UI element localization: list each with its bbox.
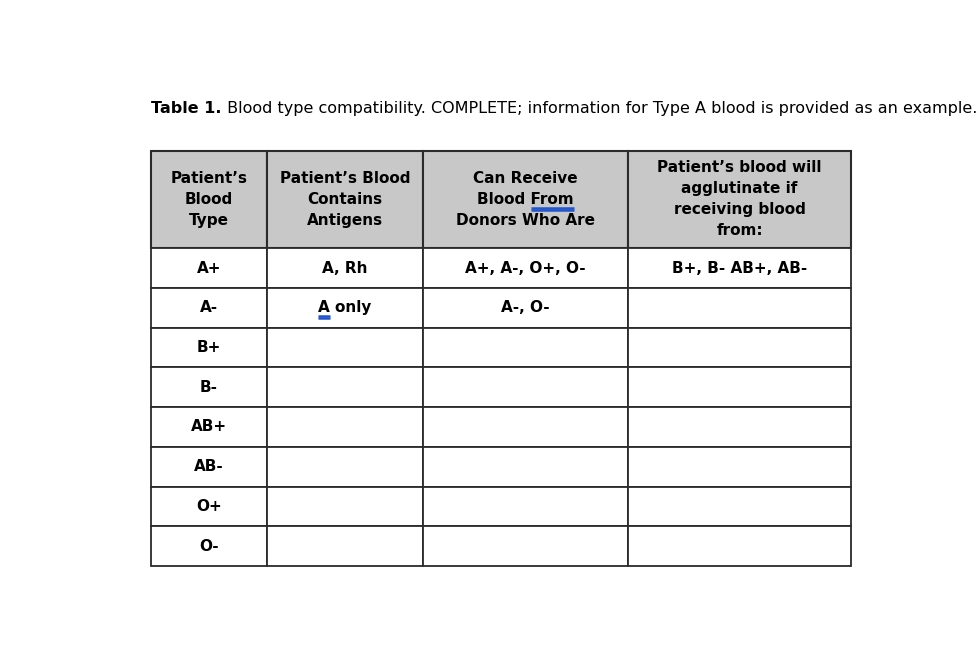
- Bar: [627, 447, 851, 487]
- Bar: [423, 447, 627, 487]
- Text: A only: A only: [318, 300, 371, 315]
- Text: O-: O-: [198, 539, 219, 554]
- Bar: [267, 367, 423, 407]
- Bar: [423, 487, 627, 526]
- Bar: [627, 328, 851, 367]
- Text: Can Receive
Blood From
Donors Who Are: Can Receive Blood From Donors Who Are: [455, 171, 594, 228]
- Bar: [150, 151, 267, 248]
- Bar: [150, 526, 267, 566]
- Bar: [267, 288, 423, 328]
- Bar: [150, 487, 267, 526]
- Text: A, Rh: A, Rh: [321, 261, 367, 276]
- Bar: [627, 487, 851, 526]
- Bar: [627, 367, 851, 407]
- Text: O+: O+: [195, 499, 222, 514]
- Text: B-: B-: [199, 380, 218, 395]
- Bar: [267, 487, 423, 526]
- Bar: [150, 248, 267, 288]
- Text: Patient’s
Blood
Type: Patient’s Blood Type: [170, 171, 247, 228]
- Bar: [267, 526, 423, 566]
- Bar: [150, 328, 267, 367]
- Text: A-, O-: A-, O-: [500, 300, 549, 315]
- Bar: [150, 447, 267, 487]
- Text: A-: A-: [199, 300, 218, 315]
- Bar: [267, 407, 423, 447]
- Text: Patient’s blood will
agglutinate if
receiving blood
from:: Patient’s blood will agglutinate if rece…: [657, 161, 821, 239]
- Text: AB-: AB-: [193, 459, 224, 474]
- Bar: [627, 526, 851, 566]
- Bar: [423, 328, 627, 367]
- Bar: [423, 151, 627, 248]
- Bar: [627, 248, 851, 288]
- Text: A+: A+: [196, 261, 221, 276]
- Bar: [150, 367, 267, 407]
- Bar: [267, 248, 423, 288]
- Text: B+: B+: [196, 340, 221, 355]
- Bar: [627, 151, 851, 248]
- Bar: [423, 367, 627, 407]
- Bar: [267, 447, 423, 487]
- Bar: [627, 407, 851, 447]
- Bar: [267, 151, 423, 248]
- Bar: [423, 407, 627, 447]
- Text: Patient’s Blood
Contains
Antigens: Patient’s Blood Contains Antigens: [279, 171, 409, 228]
- Text: Blood type compatibility. COMPLETE; information for Type A blood is provided as : Blood type compatibility. COMPLETE; info…: [222, 101, 977, 116]
- Text: Table 1.: Table 1.: [150, 101, 222, 116]
- Bar: [150, 288, 267, 328]
- Bar: [267, 328, 423, 367]
- Bar: [627, 288, 851, 328]
- Bar: [423, 288, 627, 328]
- Text: B+, B- AB+, AB-: B+, B- AB+, AB-: [671, 261, 806, 276]
- Text: A+, A-, O+, O-: A+, A-, O+, O-: [465, 261, 585, 276]
- Bar: [423, 526, 627, 566]
- Text: AB+: AB+: [191, 419, 227, 434]
- Bar: [423, 248, 627, 288]
- Bar: [150, 407, 267, 447]
